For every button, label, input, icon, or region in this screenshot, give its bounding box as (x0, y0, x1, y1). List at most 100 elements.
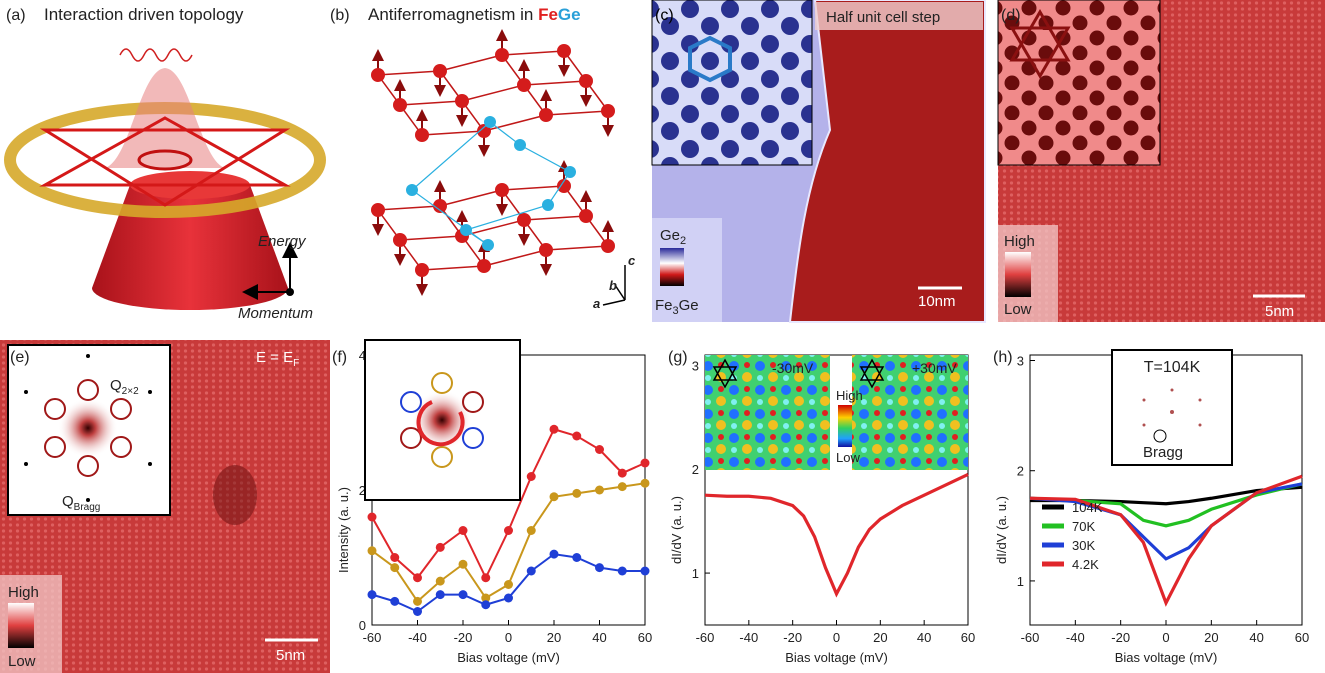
data-point (481, 600, 490, 609)
panel-label: (g) (668, 349, 688, 366)
data-point (550, 492, 559, 501)
bond (400, 236, 462, 240)
data-point (595, 486, 604, 495)
fe-atom (371, 203, 385, 217)
panel-label: (e) (10, 349, 30, 366)
subscript: Bragg (74, 502, 101, 513)
inset-image (652, 0, 812, 165)
axis-a (603, 300, 625, 305)
label: Ge (679, 297, 699, 314)
y-tick-label: 2 (692, 462, 699, 477)
fe-atom (455, 94, 469, 108)
ge-atom (460, 224, 472, 236)
colorbar (8, 603, 34, 648)
subscript: F (293, 358, 299, 369)
fe-atom (433, 64, 447, 78)
colorbar-high: High (8, 584, 39, 601)
x-tick-label: 0 (833, 630, 840, 645)
data-point (572, 489, 581, 498)
legend-label: 30K (1072, 538, 1095, 553)
x-tick-label: 0 (1162, 630, 1169, 645)
x-tick-label: 40 (917, 630, 931, 645)
bond (462, 85, 524, 101)
peak (1199, 399, 1202, 402)
legend-label: 104K (1072, 500, 1103, 515)
label: Fe (655, 297, 673, 314)
panel-a: (a) Interaction driven topology Energy M… (6, 5, 320, 322)
title-fe: Fe (538, 5, 558, 24)
panel-title: Interaction driven topology (44, 5, 244, 24)
data-point (481, 573, 490, 582)
inset-title: T=104K (1144, 359, 1201, 376)
y-axis-label: dI/dV (a. u.) (669, 496, 684, 564)
y-tick-label: 1 (1017, 574, 1024, 589)
x-axis-label: Bias voltage (mV) (785, 650, 888, 665)
inset-image (998, 0, 1160, 165)
panel-b: (b) Antiferromagnetism in FeGe c b a (330, 5, 636, 311)
title-text: Antiferromagnetism in (368, 5, 538, 24)
bond (422, 131, 484, 135)
ge-atom (484, 116, 496, 128)
panel-title: Antiferromagnetism in FeGe (368, 5, 581, 24)
scale-label: 10nm (918, 293, 956, 310)
bond (378, 71, 440, 75)
x-tick-label: 20 (1204, 630, 1218, 645)
data-point (436, 590, 445, 599)
peak (1143, 424, 1146, 427)
label: Ge (660, 227, 680, 244)
label: Q (62, 493, 74, 510)
ge-atom (406, 184, 418, 196)
axis-label: Energy (258, 233, 307, 250)
x-tick-label: 40 (592, 630, 606, 645)
inset-f (365, 340, 520, 500)
title-ge: Ge (558, 5, 581, 24)
peak (24, 390, 28, 394)
x-tick-label: -60 (1021, 630, 1040, 645)
inset-label: +30mV (912, 360, 957, 376)
data-point (550, 425, 559, 434)
fe-atom (393, 98, 407, 112)
fe-atom (415, 128, 429, 142)
bond (400, 101, 462, 105)
peak (1171, 389, 1174, 392)
fe-atom (517, 78, 531, 92)
x-axis-label: Bias voltage (mV) (1115, 650, 1218, 665)
fe-atom (415, 263, 429, 277)
panel-label: (d) (1001, 7, 1021, 24)
bond (484, 250, 546, 266)
fe-atom (495, 48, 509, 62)
peak (24, 462, 28, 466)
label: Q (110, 377, 122, 394)
peak (148, 390, 152, 394)
x-tick-label: -20 (783, 630, 802, 645)
inset-label: Bragg (1143, 444, 1183, 461)
ge-atom (514, 139, 526, 151)
ge-atom (542, 199, 554, 211)
data-point (527, 526, 536, 535)
peak (1199, 424, 1202, 427)
inset-label: -30mV (772, 360, 814, 376)
body: (a) Interaction driven topology Energy M… (0, 0, 1325, 673)
colorbar (1005, 252, 1031, 297)
colorbar (660, 248, 684, 286)
ge-bonds (412, 122, 570, 245)
peak (1143, 399, 1146, 402)
y-tick-label: 0 (359, 618, 366, 633)
x-tick-label: -20 (1111, 630, 1130, 645)
x-tick-label: -20 (454, 630, 473, 645)
colorbar (838, 405, 852, 447)
x-tick-label: 40 (1249, 630, 1263, 645)
fe-atom (579, 209, 593, 223)
data-point (641, 567, 650, 576)
peak (148, 462, 152, 466)
data-point (390, 553, 399, 562)
data-point (504, 580, 513, 589)
data-point (641, 459, 650, 468)
colorbar-low: Low (8, 653, 36, 670)
scale-label: 5nm (1265, 303, 1294, 320)
bond (440, 55, 502, 71)
bond (422, 266, 484, 270)
panel-label: (a) (6, 7, 26, 24)
fe-atom (557, 44, 571, 58)
step-label: Half unit cell step (826, 9, 940, 26)
